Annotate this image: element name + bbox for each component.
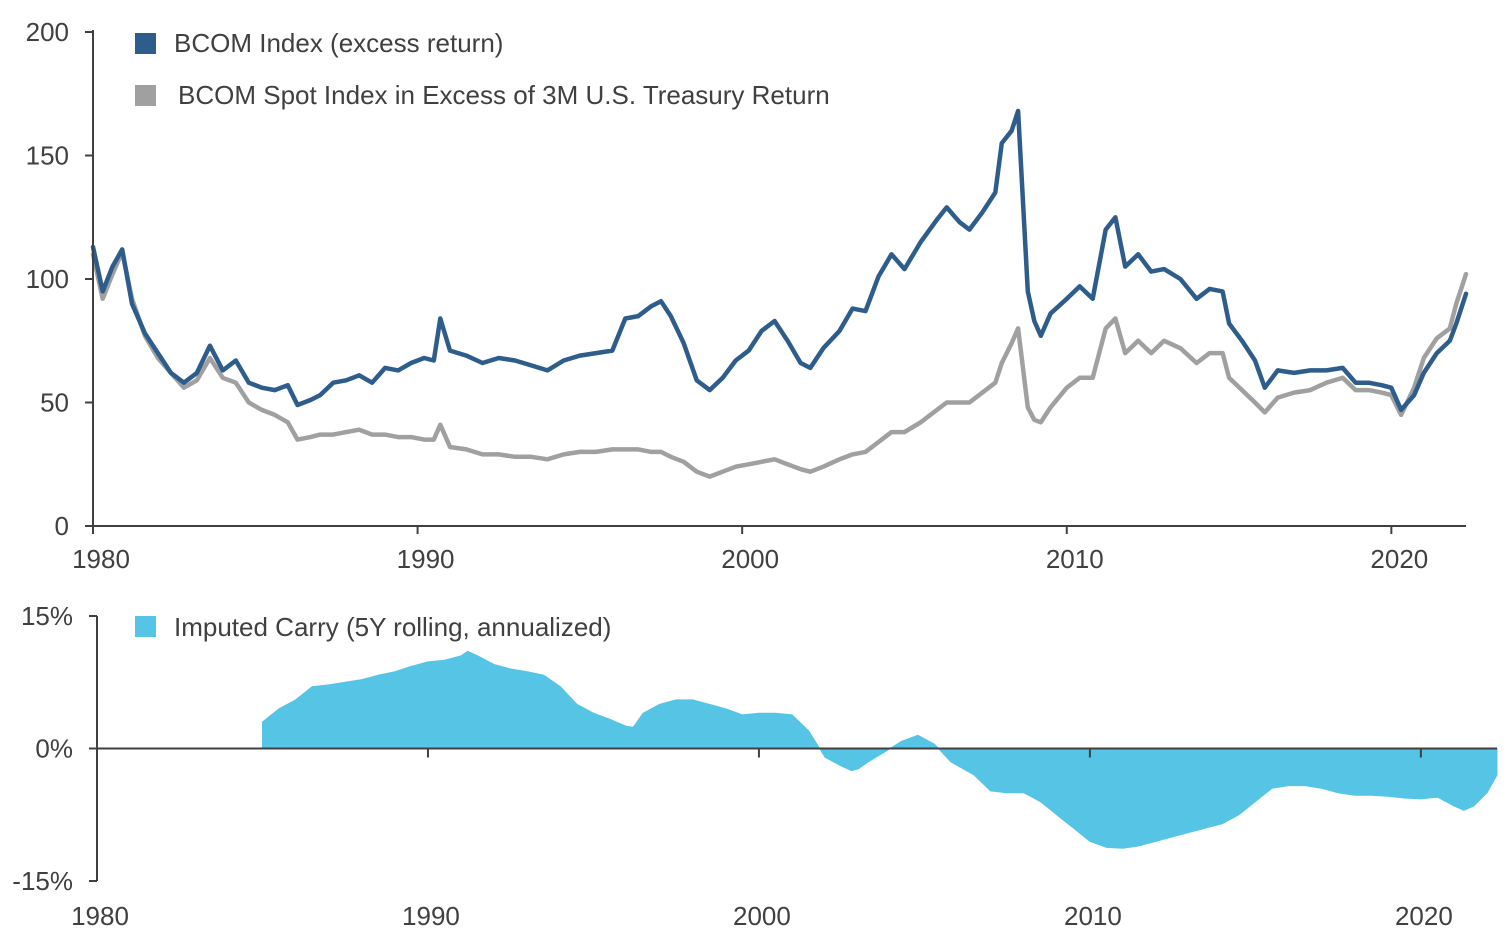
x-tick-label: 1980 (72, 544, 130, 574)
x-tick-label: 2000 (733, 901, 791, 931)
x-tick-label: 1990 (397, 544, 455, 574)
bottom-area-chart: -15% 0% 15% 1980 1990 2000 2010 2020 Imputed Ca… (12, 601, 1498, 931)
y-tick-label: 0 (55, 511, 69, 541)
x-tick-label: 2020 (1370, 544, 1428, 574)
x-tick-label: 2010 (1046, 544, 1104, 574)
bottom-legend: Imputed Carry (5Y rolling, annualized) (135, 612, 611, 642)
top-axes: 0 50 100 150 200 1980 1990 2000 2010 2020 (26, 17, 1466, 574)
top-series-group (90, 108, 1469, 479)
y-tick-label: 0% (35, 734, 73, 764)
x-tick-label: 1980 (71, 901, 129, 931)
series-line-bcom-spot (90, 249, 1469, 479)
legend-label-bcom-spot: BCOM Spot Index in Excess of 3M U.S. Tre… (178, 80, 830, 110)
y-tick-label: 15% (21, 601, 73, 631)
top-legend: BCOM Index (excess return) BCOM Spot Ind… (135, 28, 830, 110)
legend-swatch-imputed-carry (135, 616, 156, 637)
x-tick-label: 2020 (1395, 901, 1453, 931)
y-tick-label: 200 (26, 17, 69, 47)
top-line-chart: 0 50 100 150 200 1980 1990 2000 2010 2020 BCOM In… (26, 17, 1469, 574)
legend-swatch-bcom-spot (135, 85, 156, 106)
legend-label-bcom-index: BCOM Index (excess return) (174, 28, 503, 58)
series-line-bcom-index (90, 108, 1469, 413)
y-tick-label: 50 (40, 388, 69, 418)
y-tick-label: 150 (26, 141, 69, 171)
bottom-series-group (262, 650, 1498, 849)
x-tick-label: 2000 (721, 544, 779, 574)
series-area-imputed-carry (262, 650, 1498, 849)
legend-label-imputed-carry: Imputed Carry (5Y rolling, annualized) (174, 612, 611, 642)
x-tick-label: 2010 (1064, 901, 1122, 931)
y-tick-label: -15% (12, 866, 73, 896)
x-tick-label: 1990 (402, 901, 460, 931)
y-tick-label: 100 (26, 264, 69, 294)
bottom-axes: -15% 0% 15% 1980 1990 2000 2010 2020 (12, 601, 1497, 931)
legend-swatch-bcom-index (135, 33, 156, 54)
